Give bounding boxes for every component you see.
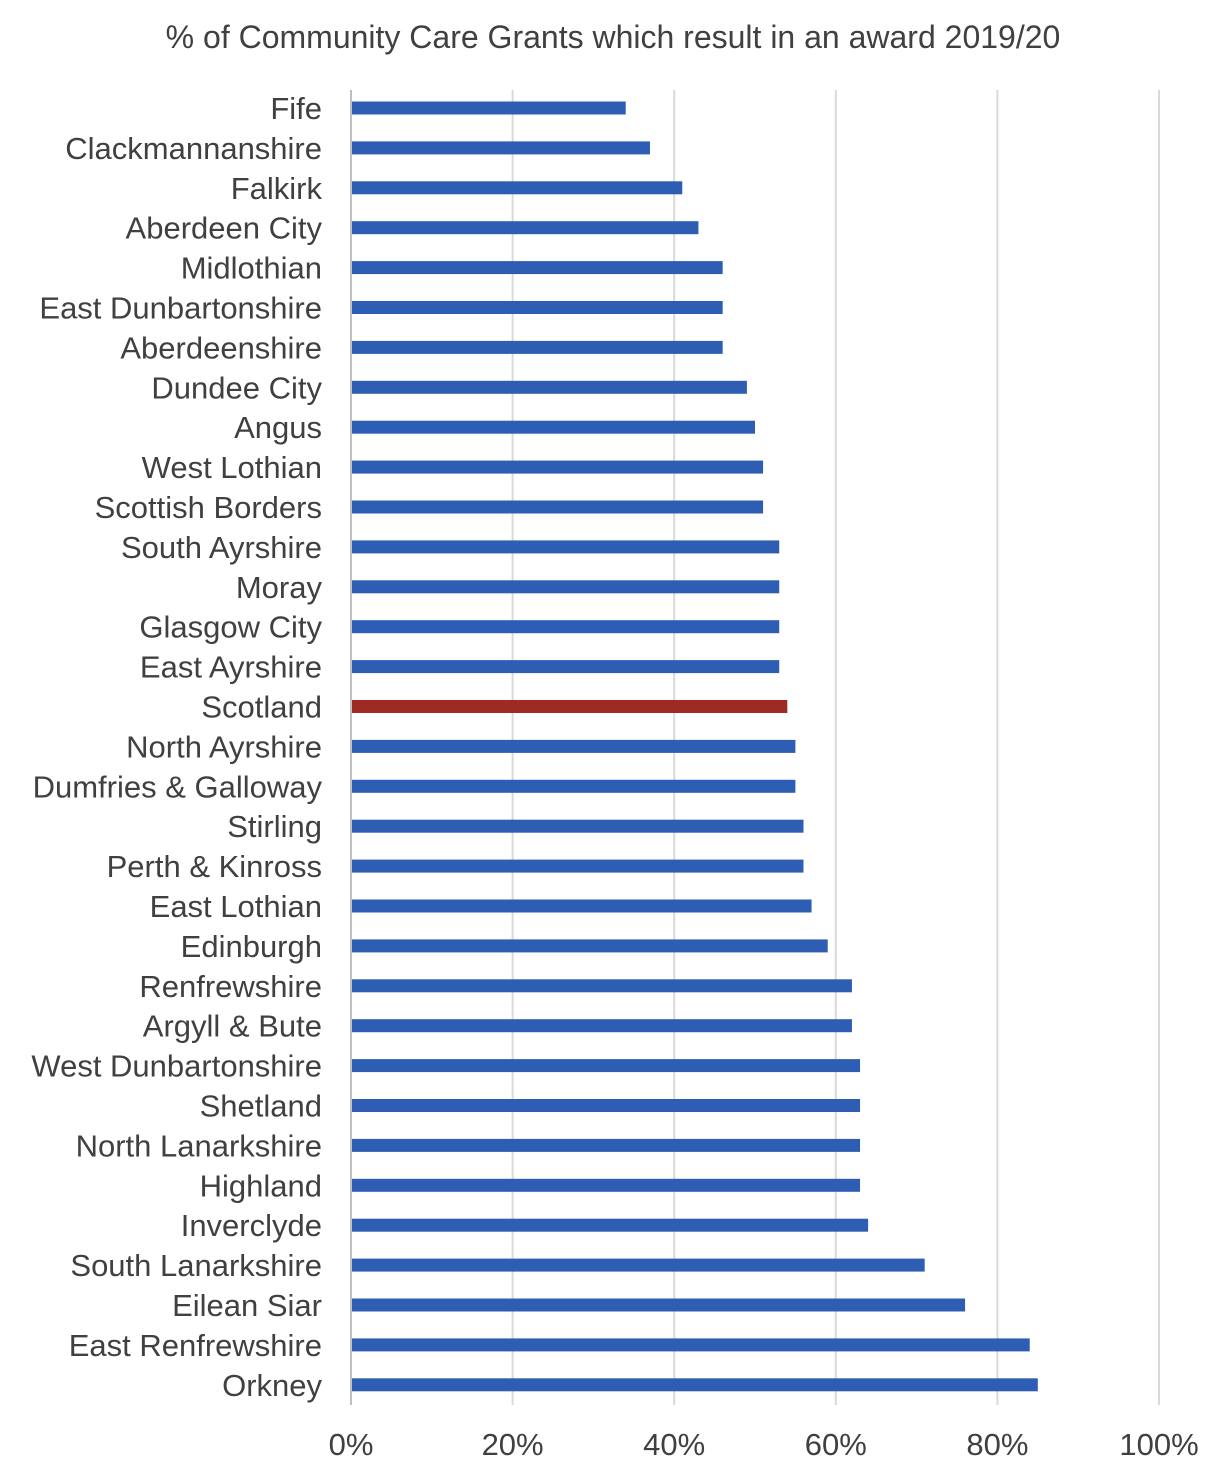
category-label-perth-and-kinross: Perth & Kinross: [107, 849, 322, 884]
bar-argyll-and-bute: [352, 1019, 852, 1033]
x-tick-label-40: 40%: [643, 1427, 705, 1462]
category-label-north-lanarkshire: North Lanarkshire: [76, 1128, 322, 1163]
category-label-glasgow-city: Glasgow City: [139, 610, 322, 645]
category-label-orkney: Orkney: [222, 1368, 322, 1403]
bar-south-lanarkshire: [352, 1258, 925, 1272]
bar-east-dunbartonshire: [352, 301, 723, 314]
bar-fife: [352, 101, 626, 115]
bar-dumfries-and-galloway: [352, 779, 796, 793]
x-tick-label-60: 60%: [805, 1427, 867, 1462]
category-label-eilean-siar: Eilean Siar: [172, 1288, 322, 1323]
category-label-east-renfrewshire: East Renfrewshire: [69, 1328, 322, 1363]
bar-stirling: [352, 819, 804, 833]
bar-scotland: [352, 700, 788, 713]
bar-dundee-city: [352, 380, 747, 394]
bar-shetland: [352, 1099, 861, 1112]
category-label-scotland: Scotland: [201, 690, 322, 725]
category-label-highland: Highland: [200, 1168, 322, 1203]
category-label-argyll-and-bute: Argyll & Bute: [143, 1009, 322, 1044]
category-label-midlothian: Midlothian: [181, 251, 322, 286]
bar-renfrewshire: [352, 979, 852, 993]
bar-south-ayrshire: [352, 540, 780, 554]
bar-inverclyde: [352, 1218, 869, 1232]
bar-glasgow-city: [352, 620, 780, 634]
bar-highland: [352, 1178, 861, 1192]
x-tick-label-0: 0%: [329, 1427, 374, 1462]
category-label-west-lothian: West Lothian: [142, 450, 322, 485]
x-tick-label-100: 100%: [1119, 1427, 1198, 1462]
chart-title: % of Community Care Grants which result …: [166, 19, 1061, 55]
bar-perth-and-kinross: [352, 859, 804, 873]
category-label-renfrewshire: Renfrewshire: [139, 969, 322, 1004]
bar-falkirk: [352, 181, 683, 195]
category-label-aberdeen-city: Aberdeen City: [126, 211, 323, 246]
category-label-aberdeenshire: Aberdeenshire: [120, 330, 322, 365]
x-tick-label-80: 80%: [966, 1427, 1028, 1462]
bar-aberdeen-city: [352, 221, 699, 235]
category-label-edinburgh: Edinburgh: [181, 929, 322, 964]
bar-east-renfrewshire: [352, 1338, 1030, 1352]
category-label-east-dunbartonshire: East Dunbartonshire: [39, 291, 322, 326]
bar-orkney: [352, 1378, 1038, 1392]
category-label-fife: Fife: [270, 91, 322, 126]
bar-west-dunbartonshire: [352, 1059, 861, 1073]
category-label-east-ayrshire: East Ayrshire: [140, 650, 322, 685]
bar-scottish-borders: [352, 500, 764, 514]
category-label-dumfries-and-galloway: Dumfries & Galloway: [33, 769, 323, 804]
category-label-inverclyde: Inverclyde: [181, 1208, 322, 1243]
category-label-clackmannanshire: Clackmannanshire: [65, 131, 322, 166]
category-label-moray: Moray: [236, 570, 323, 605]
category-label-shetland: Shetland: [200, 1089, 322, 1124]
category-label-angus: Angus: [234, 410, 322, 445]
category-label-south-lanarkshire: South Lanarkshire: [70, 1248, 322, 1283]
bar-west-lothian: [352, 460, 764, 474]
category-label-scottish-borders: Scottish Borders: [95, 490, 322, 525]
bar-moray: [352, 580, 780, 594]
bar-east-lothian: [352, 899, 812, 913]
category-label-east-lothian: East Lothian: [150, 889, 322, 924]
category-label-dundee-city: Dundee City: [151, 370, 322, 405]
x-tick-label-20: 20%: [482, 1427, 544, 1462]
bar-midlothian: [352, 261, 723, 275]
category-label-west-dunbartonshire: West Dunbartonshire: [31, 1049, 322, 1084]
bar-north-ayrshire: [352, 739, 796, 753]
bar-east-ayrshire: [352, 660, 780, 674]
x-tick-labels: 0% 20% 40% 60% 80% 100%: [329, 1427, 1199, 1462]
bars: [352, 101, 1038, 1392]
category-label-falkirk: Falkirk: [231, 171, 323, 206]
bar-aberdeenshire: [352, 340, 723, 354]
bar-edinburgh: [352, 939, 828, 953]
category-label-south-ayrshire: South Ayrshire: [121, 530, 322, 565]
category-labels: Fife Clackmannanshire Falkirk Aberdeen City…: [31, 91, 322, 1403]
bar-north-lanarkshire: [352, 1138, 861, 1152]
category-label-north-ayrshire: North Ayrshire: [126, 729, 322, 764]
bar-eilean-siar: [352, 1298, 966, 1312]
bar-angus: [352, 420, 755, 434]
bar-clackmannanshire: [352, 141, 650, 155]
category-label-stirling: Stirling: [227, 809, 322, 844]
